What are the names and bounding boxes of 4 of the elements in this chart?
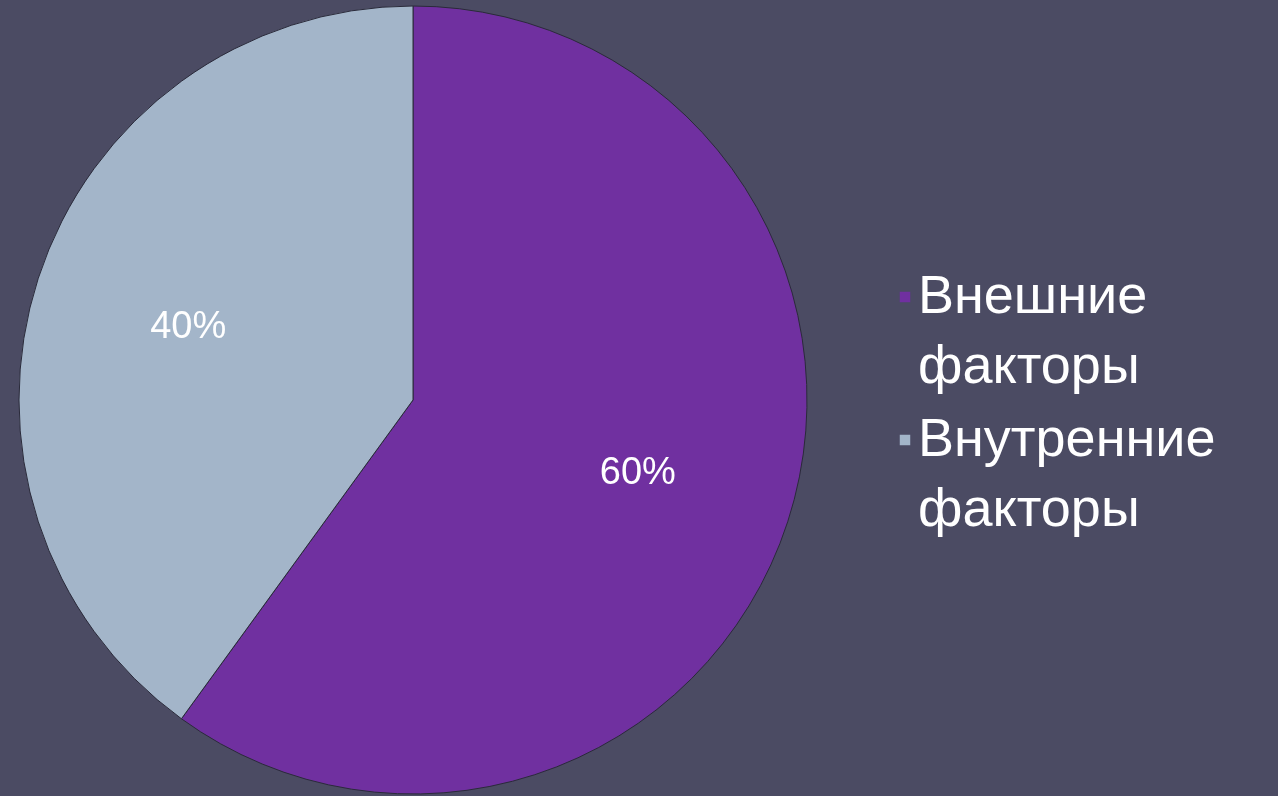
data-label: 60% [599, 450, 676, 493]
data-label: 40% [150, 303, 227, 346]
legend-label: Внутренние факторы [918, 407, 1216, 537]
legend-label: Внешние факторы [918, 264, 1148, 394]
